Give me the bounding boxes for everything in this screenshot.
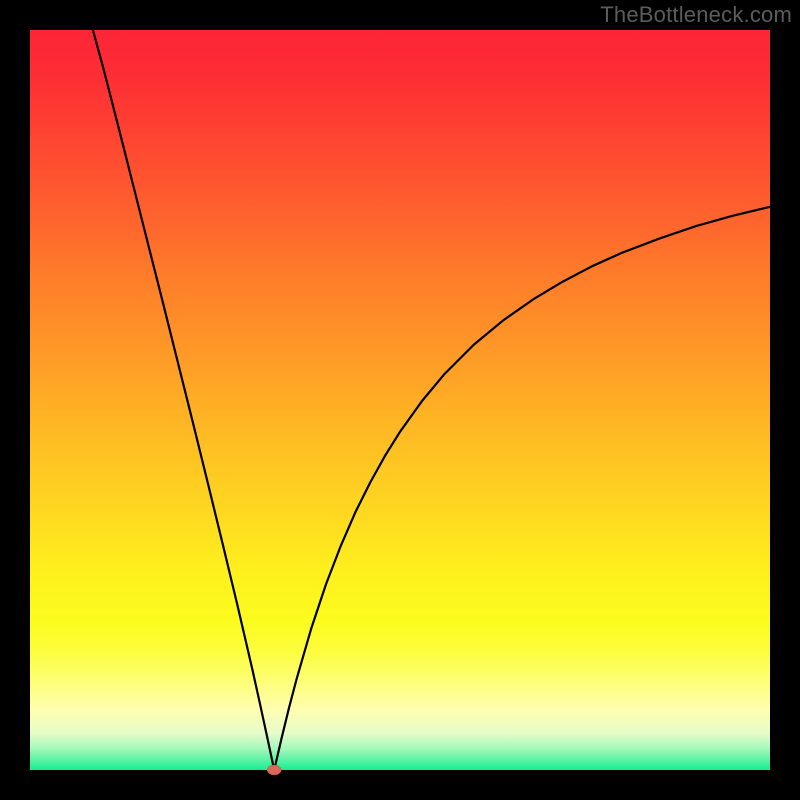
chart-container: TheBottleneck.com xyxy=(0,0,800,800)
bottleneck-chart xyxy=(0,0,800,800)
plot-background xyxy=(30,30,770,770)
minimum-marker xyxy=(267,765,281,775)
watermark-text: TheBottleneck.com xyxy=(600,2,792,28)
